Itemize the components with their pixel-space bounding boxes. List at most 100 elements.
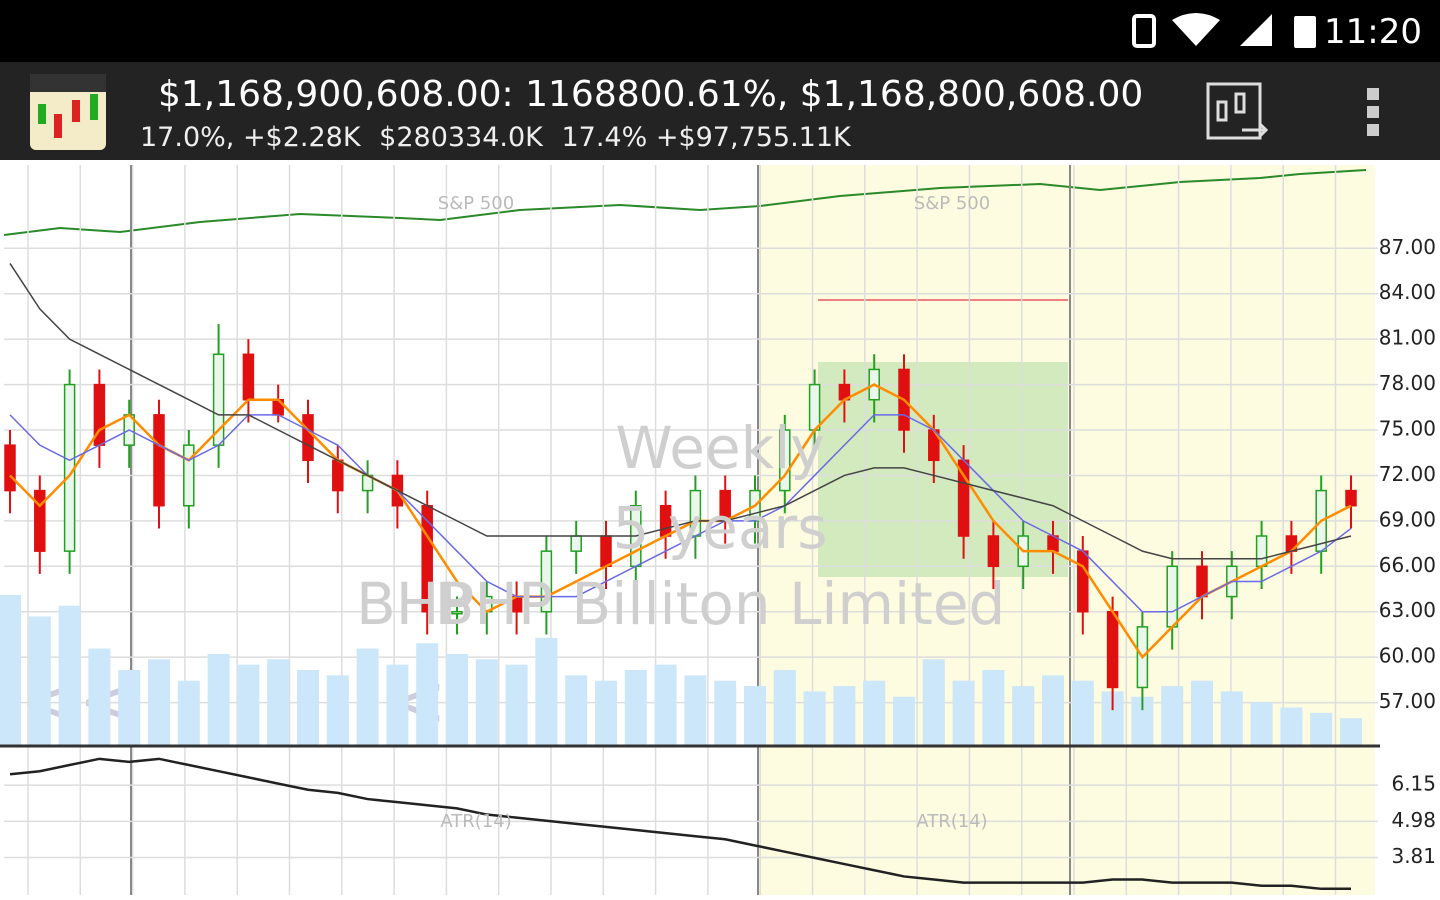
candle-body bbox=[1077, 550, 1089, 613]
y-tick-label: 78.00 bbox=[1379, 371, 1436, 395]
volume-bar bbox=[88, 648, 111, 745]
volume-bar bbox=[863, 680, 886, 745]
volume-bar bbox=[1012, 686, 1035, 745]
volume-bar bbox=[982, 670, 1005, 745]
volume-bar bbox=[565, 675, 588, 745]
volume-bar bbox=[386, 664, 409, 745]
line-series bbox=[9, 263, 1352, 560]
volume-bar bbox=[1131, 696, 1154, 745]
volume-bar bbox=[535, 637, 558, 745]
volume-bar bbox=[952, 680, 975, 745]
volume-bar bbox=[833, 686, 856, 745]
volume-bar bbox=[475, 659, 498, 745]
volume-bar bbox=[237, 664, 260, 745]
volume-bar bbox=[297, 670, 319, 745]
volume-bar bbox=[58, 605, 81, 745]
app-header: $1,168,900,608.00: 1168800.61%, $1,168,8… bbox=[0, 62, 1440, 160]
candle-body bbox=[451, 610, 463, 615]
volume-bar bbox=[922, 659, 945, 745]
stat: 17.4% +$97,755.11K bbox=[561, 122, 851, 153]
y-tick-label: 60.00 bbox=[1379, 644, 1436, 668]
candle-body bbox=[1255, 535, 1268, 568]
watermark: Weekly bbox=[615, 414, 824, 482]
volume-bar bbox=[28, 616, 51, 745]
overflow-menu[interactable] bbox=[1364, 84, 1384, 144]
volume-bar bbox=[326, 675, 349, 745]
volume-bar bbox=[177, 680, 200, 745]
volume-bar bbox=[714, 680, 737, 745]
y-tick-label: 75.00 bbox=[1379, 417, 1436, 441]
volume-bar bbox=[1220, 691, 1243, 745]
candle-body bbox=[302, 414, 314, 462]
volume-bar bbox=[1340, 718, 1362, 745]
stock-chart: << < Weekly 5 years BHP BHP Billiton Lim… bbox=[0, 160, 1440, 900]
candle-body bbox=[540, 550, 553, 613]
chart-settings-button[interactable] bbox=[1206, 82, 1270, 146]
volume-bar bbox=[893, 696, 915, 745]
volume-bar bbox=[1250, 702, 1273, 745]
y-tick-label: 84.00 bbox=[1379, 280, 1436, 304]
candle-body bbox=[1196, 565, 1208, 598]
y-tick-label: 81.00 bbox=[1379, 326, 1436, 350]
volume-bar bbox=[0, 595, 21, 745]
y-tick-label: 69.00 bbox=[1379, 507, 1436, 531]
y-tick-label: 72.00 bbox=[1379, 462, 1436, 486]
candle-body bbox=[1345, 489, 1357, 507]
candle-body bbox=[4, 444, 16, 492]
y-tick-label: 66.00 bbox=[1379, 553, 1436, 577]
portfolio-stats: 17.0%, +$2.28K $280334.0K 17.4% +$97,755… bbox=[140, 122, 861, 153]
candle-body bbox=[183, 444, 195, 507]
watermark: BHP bbox=[356, 570, 474, 638]
volume-bar bbox=[267, 659, 290, 745]
candle-body bbox=[332, 459, 344, 492]
volume-bar bbox=[207, 653, 230, 745]
candle-body bbox=[987, 535, 1000, 568]
candle-body bbox=[1106, 610, 1119, 689]
volume-bar bbox=[1161, 686, 1184, 745]
sp500-line bbox=[3, 169, 1367, 236]
volume-bar bbox=[595, 680, 617, 745]
candle-body bbox=[1166, 565, 1178, 628]
volume-bar bbox=[356, 648, 379, 745]
volume-bar bbox=[654, 664, 677, 745]
app-icon[interactable] bbox=[30, 74, 108, 152]
y-tick-label: 6.15 bbox=[1391, 772, 1436, 796]
volume-bar bbox=[803, 691, 826, 745]
candle-body bbox=[779, 429, 791, 492]
y-tick-label: 4.98 bbox=[1391, 808, 1436, 832]
volume-bar bbox=[1071, 680, 1094, 745]
volume-bar bbox=[1042, 675, 1064, 745]
indicator-label: ATR(14) bbox=[440, 811, 511, 832]
candle-body bbox=[600, 535, 612, 568]
line-series bbox=[9, 414, 1352, 613]
y-tick-label: 87.00 bbox=[1379, 235, 1436, 259]
line-series bbox=[9, 757, 1351, 891]
volume-bar bbox=[118, 670, 141, 745]
volume-bar bbox=[624, 670, 647, 745]
candle-body bbox=[34, 489, 46, 552]
volume-bar bbox=[1280, 707, 1303, 745]
stat: $280334.0K bbox=[379, 122, 543, 153]
candle-body bbox=[570, 535, 582, 552]
index-label: S&P 500 bbox=[914, 193, 990, 214]
index-label: S&P 500 bbox=[438, 193, 514, 214]
volume-bar bbox=[1101, 691, 1124, 745]
volume-bar bbox=[148, 659, 170, 745]
volume-bar bbox=[416, 643, 439, 745]
y-tick-label: 57.00 bbox=[1379, 689, 1436, 713]
volume-bar bbox=[773, 670, 796, 745]
watermark: BHP Billiton Limited bbox=[435, 570, 1006, 638]
volume-bar bbox=[505, 664, 528, 745]
y-tick-label: 63.00 bbox=[1379, 598, 1436, 622]
volume-bar bbox=[1310, 712, 1333, 745]
status-bar: 11:20 bbox=[0, 0, 1440, 62]
volume-bar bbox=[1191, 680, 1213, 745]
candle-body bbox=[242, 353, 255, 401]
indicator-label: ATR(14) bbox=[916, 811, 987, 832]
watermark: 5 years bbox=[613, 494, 828, 562]
y-tick-label: 3.81 bbox=[1391, 844, 1436, 868]
volume-bar bbox=[446, 653, 468, 745]
volume-bar bbox=[684, 675, 707, 745]
clock: 11:20 bbox=[1324, 12, 1422, 52]
